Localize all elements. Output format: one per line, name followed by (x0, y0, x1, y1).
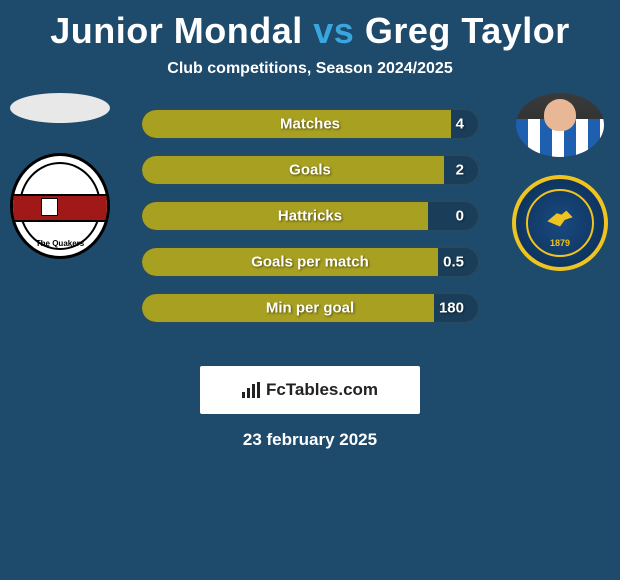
brand-part-b: Tables (286, 380, 339, 399)
player2-name: Greg Taylor (365, 10, 570, 51)
left-column: The Quakers (0, 93, 120, 259)
player2-avatar (516, 93, 604, 157)
stat-label: Hattricks (278, 208, 342, 225)
stat-row-matches: Matches 4 (140, 108, 480, 140)
crest2-year: 1879 (516, 238, 604, 248)
stat-label: Goals (289, 162, 331, 179)
player1-club-crest: The Quakers (10, 153, 110, 259)
brand-box: FcTables.com (200, 366, 420, 414)
page-title: Junior Mondal vs Greg Taylor (0, 0, 620, 52)
stat-row-min-per-goal: Min per goal 180 (140, 292, 480, 324)
stat-value: 0.5 (443, 254, 464, 271)
subtitle: Club competitions, Season 2024/2025 (0, 60, 620, 78)
player1-name: Junior Mondal (50, 10, 303, 51)
vs-text: vs (313, 10, 354, 51)
comparison-panel: The Quakers 1879 Matches 4 Goals 2 Hattr… (0, 108, 620, 338)
player1-avatar-placeholder (10, 93, 110, 123)
crest1-text-bottom: The Quakers (13, 239, 107, 248)
stat-label: Matches (280, 116, 340, 133)
stat-value: 0 (456, 208, 464, 225)
player2-club-crest: 1879 (512, 175, 608, 271)
stat-value: 180 (439, 300, 464, 317)
brand-text: FcTables.com (266, 380, 378, 400)
brand-part-c: .com (338, 380, 378, 399)
bar-chart-icon (242, 382, 260, 398)
stat-bars: Matches 4 Goals 2 Hattricks 0 Goals per … (140, 108, 480, 324)
stat-row-goals-per-match: Goals per match 0.5 (140, 246, 480, 278)
right-column: 1879 (500, 93, 620, 271)
stat-value: 4 (456, 116, 464, 133)
stat-row-goals: Goals 2 (140, 154, 480, 186)
stat-label: Goals per match (251, 254, 369, 271)
stat-label: Min per goal (266, 300, 354, 317)
stat-value: 2 (456, 162, 464, 179)
brand-part-a: Fc (266, 380, 286, 399)
stat-row-hattricks: Hattricks 0 (140, 200, 480, 232)
date-text: 23 february 2025 (0, 430, 620, 450)
